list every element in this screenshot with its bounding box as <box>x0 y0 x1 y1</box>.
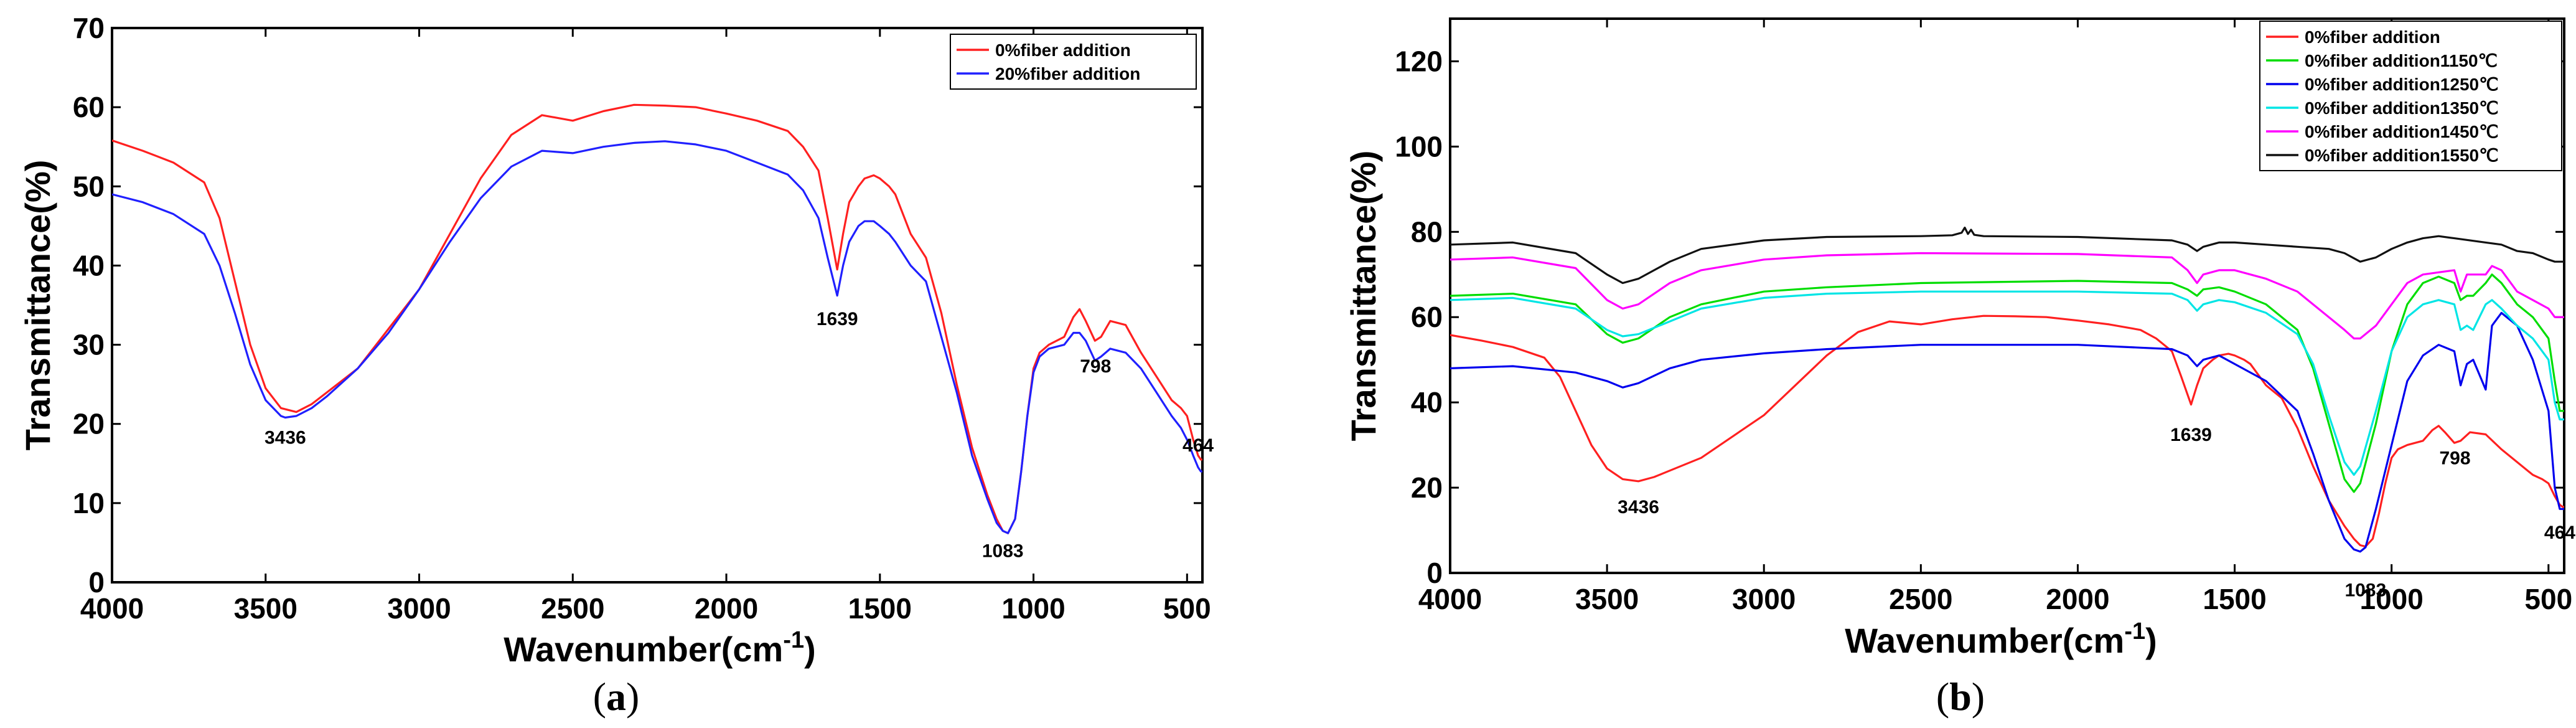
legend-label-0-fiber-addition: 0%fiber addition <box>2305 27 2440 47</box>
y-tick-label: 20 <box>73 408 105 440</box>
x-tick-label: 1000 <box>1001 592 1065 625</box>
panel-b-x-label-main: Wavenumber(cm <box>1845 621 2124 660</box>
peak-label-3436: 3436 <box>265 428 306 448</box>
x-tick-label: 3500 <box>234 592 297 625</box>
x-tick-label: 2500 <box>541 592 604 625</box>
panel-a-series-lines <box>112 103 1202 534</box>
peak-label-1083: 1083 <box>2344 580 2386 601</box>
legend-label-0-fiber-addition1450: 0%fiber addition1450℃ <box>2305 122 2499 141</box>
x-tick-label: 4000 <box>80 592 144 625</box>
panel-a-y-ticks: 0 10 20 30 40 50 60 70 <box>73 12 1202 598</box>
panel-a-y-axis-label: Transmittance(%) <box>18 160 57 451</box>
panel-b-y-axis-label: Transmittance(%) <box>1344 151 1383 442</box>
x-tick-label: 500 <box>1163 592 1211 625</box>
series-line-0-fiber-addition <box>1450 314 2564 548</box>
x-tick-label: 1000 <box>2360 583 2424 615</box>
panel-b-chart: 0 20 40 60 80 100 120 4000 3500 3000 2500 2000 1500… <box>1344 17 2575 719</box>
series-line-20-fiber-addition <box>112 140 1202 534</box>
peak-label-464: 464 <box>2544 522 2575 543</box>
y-tick-label: 10 <box>73 487 105 519</box>
legend-label-0-fiber-addition1350: 0%fiber addition1350℃ <box>2305 98 2499 118</box>
x-tick-label: 1500 <box>848 592 912 625</box>
peak-label-798: 798 <box>1080 356 1111 377</box>
panel-b-x-label-close: ) <box>2145 621 2157 660</box>
series-line-0-fiber-addition1550 <box>1450 226 2564 285</box>
legend-box <box>950 34 1197 90</box>
panel-b-annotations: 3436 1639 1083 798 464 <box>1618 425 2575 601</box>
panel-a-plot-frame <box>111 27 1204 584</box>
y-tick-label: 120 <box>1395 45 1443 77</box>
panel-a-caption: (a) <box>593 674 640 719</box>
legend-label-0-fiber-addition1550: 0%fiber addition1550℃ <box>2305 146 2499 165</box>
y-tick-label: 30 <box>73 329 105 361</box>
x-tick-label: 3000 <box>1732 583 1796 615</box>
y-tick-label: 40 <box>73 249 105 281</box>
panel-a-x-label-sup: -1 <box>783 627 804 653</box>
panel-b-caption-letter: b <box>1949 674 1972 719</box>
panel-b-x-label-sup: -1 <box>2124 618 2145 645</box>
panel-b-x-axis-label: Wavenumber(cm-1) <box>1845 618 2157 660</box>
series-line-0-fiber-addition1450 <box>1450 252 2564 340</box>
x-tick-label: 4000 <box>1418 583 1482 615</box>
panel-a-x-label-main: Wavenumber(cm <box>503 630 783 669</box>
y-tick-label: 50 <box>73 170 105 202</box>
y-tick-label: 100 <box>1395 130 1443 163</box>
panel-a-x-axis-label: Wavenumber(cm-1) <box>503 627 816 669</box>
y-tick-label: 60 <box>73 91 105 123</box>
panel-b-caption: (b) <box>1936 674 1985 719</box>
legend-label-0-fiber-addition: 0%fiber addition <box>995 40 1131 60</box>
y-tick-label: 80 <box>1411 215 1443 248</box>
legend-label-0-fiber-addition1250: 0%fiber addition1250℃ <box>2305 75 2499 94</box>
panel-b-series-lines <box>1450 226 2564 553</box>
x-tick-label: 2000 <box>2046 583 2109 615</box>
peak-label-1639: 1639 <box>817 309 858 329</box>
y-tick-label: 40 <box>1411 386 1443 418</box>
y-tick-label: 60 <box>1411 301 1443 333</box>
panel-a-x-ticks: 4000 3500 3000 2500 2000 1500 1000 500 <box>80 28 1211 625</box>
series-line-0-fiber-addition1250 <box>1450 311 2564 553</box>
series-line-0-fiber-addition1150 <box>1450 273 2564 493</box>
panel-a-caption-letter: a <box>606 674 626 719</box>
panel-b-x-ticks: 4000 3500 3000 2500 2000 1500 1000 500 <box>1418 19 2572 615</box>
peak-label-798: 798 <box>2439 448 2470 468</box>
panel-b-legend: 0%fiber addition 0%fiber addition1150℃ 0%f… <box>2259 21 2562 171</box>
x-tick-label: 3000 <box>387 592 451 625</box>
x-tick-label: 1500 <box>2203 583 2266 615</box>
legend-box <box>2259 21 2562 171</box>
panel-a-x-label-close: ) <box>804 630 816 669</box>
panel-a-chart: 0 10 20 30 40 50 60 70 4000 3500 3000 2500 2000 1500… <box>18 12 1214 719</box>
peak-label-3436: 3436 <box>1618 497 1659 518</box>
x-tick-label: 2500 <box>1889 583 1952 615</box>
y-tick-label: 20 <box>1411 471 1443 504</box>
y-tick-label: 70 <box>73 12 105 44</box>
legend-label-20-fiber-addition: 20%fiber addition <box>995 64 1140 83</box>
series-line-0-fiber-addition1350 <box>1450 290 2564 476</box>
peak-label-464: 464 <box>1183 435 1214 456</box>
x-tick-label: 500 <box>2524 583 2572 615</box>
y-tick-label: 0 <box>1426 557 1443 589</box>
legend-label-0-fiber-addition1150: 0%fiber addition1150℃ <box>2305 51 2498 70</box>
x-tick-label: 2000 <box>695 592 758 625</box>
panel-a-legend: 0%fiber addition 20%fiber addition <box>950 34 1197 90</box>
panel-a-annotations: 3436 1639 1083 798 464 <box>265 309 1214 562</box>
peak-label-1639: 1639 <box>2170 425 2212 445</box>
x-tick-label: 3500 <box>1575 583 1639 615</box>
panel-b-y-ticks: 0 20 40 60 80 100 120 <box>1395 45 2564 589</box>
peak-label-1083: 1083 <box>982 541 1024 561</box>
y-tick-label: 0 <box>88 566 105 598</box>
